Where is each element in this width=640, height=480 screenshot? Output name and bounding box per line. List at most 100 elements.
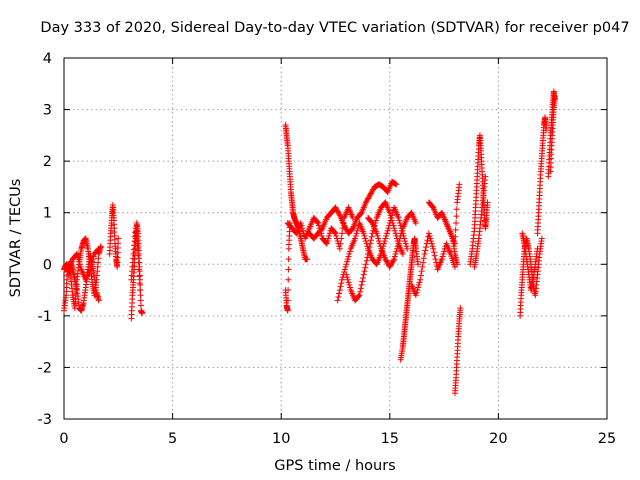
data-point: [323, 240, 330, 247]
data-point: [386, 209, 393, 216]
data-point: [366, 192, 373, 199]
data-point: [349, 226, 356, 233]
data-point: [304, 256, 311, 263]
data-point: [421, 250, 428, 257]
data-point: [365, 250, 372, 257]
data-point: [339, 230, 346, 237]
data-point: [354, 227, 361, 234]
data-point: [430, 245, 437, 252]
data-point: [373, 217, 380, 224]
data-points: [61, 88, 558, 397]
data-point: [454, 261, 461, 268]
data-point: [402, 240, 409, 247]
x-axis-label: GPS time / hours: [274, 458, 395, 474]
data-point: [381, 238, 388, 245]
data-point: [388, 217, 395, 224]
data-point: [366, 244, 373, 251]
data-point: [115, 235, 122, 242]
data-point: [394, 243, 401, 250]
x-tick-labels: 0 5 10 15 20 25: [59, 431, 616, 447]
data-point: [346, 281, 353, 288]
data-point: [388, 259, 395, 266]
data-point: [383, 257, 390, 264]
data-point: [365, 247, 372, 254]
data-point: [396, 220, 403, 227]
data-point: [403, 243, 410, 250]
data-point: [453, 213, 460, 220]
data-point: [358, 281, 365, 288]
data-point: [74, 250, 81, 257]
data-point: [338, 235, 345, 242]
data-point: [365, 194, 372, 201]
data-point: [334, 297, 341, 304]
data-point: [285, 256, 292, 263]
plot-frame: [63, 57, 608, 420]
data-point: [136, 273, 143, 280]
data-point: [336, 287, 343, 294]
data-point: [338, 280, 345, 287]
data-point: [431, 252, 438, 259]
data-point: [370, 186, 377, 193]
data-point: [390, 222, 397, 229]
data-point: [440, 250, 447, 257]
data-point: [438, 256, 445, 263]
data-point: [65, 271, 72, 278]
data-point: [284, 297, 291, 304]
data-point: [367, 237, 374, 244]
data-point: [332, 230, 339, 237]
data-point: [364, 196, 371, 203]
data-point: [423, 240, 430, 247]
data-point: [346, 248, 353, 255]
data-point: [392, 230, 399, 237]
data-point: [383, 258, 390, 265]
data-point: [352, 235, 359, 242]
data-point: [362, 264, 369, 271]
data-point: [318, 232, 325, 239]
data-point: [441, 248, 448, 255]
data-point: [352, 232, 359, 239]
data-point: [137, 287, 144, 294]
data-point: [367, 190, 374, 197]
y-tick-label: -1: [38, 309, 52, 325]
data-point: [397, 232, 404, 239]
data-point: [68, 261, 75, 268]
data-point: [336, 245, 343, 252]
data-point: [74, 253, 81, 260]
data-point: [360, 275, 367, 282]
data-point: [388, 261, 395, 268]
data-point: [68, 258, 75, 265]
data-point: [353, 230, 360, 237]
data-point: [76, 261, 83, 268]
data-point: [334, 238, 341, 245]
data-point: [375, 238, 382, 245]
data-point: [360, 230, 367, 237]
data-point: [429, 243, 436, 250]
data-point: [384, 227, 391, 234]
data-point: [345, 279, 352, 286]
data-point: [343, 271, 350, 278]
x-tick-label: 10: [272, 431, 290, 447]
data-point: [388, 214, 395, 221]
data-point: [422, 247, 429, 254]
data-point: [386, 263, 393, 270]
data-point: [362, 235, 369, 242]
data-point: [363, 198, 370, 205]
data-point: [325, 235, 332, 242]
data-point: [396, 238, 403, 245]
data-point: [365, 195, 372, 202]
data-point: [343, 261, 350, 268]
data-point: [389, 220, 396, 227]
data-point: [89, 256, 96, 263]
data-point: [87, 266, 94, 273]
data-point: [389, 258, 396, 265]
data-point: [90, 253, 97, 260]
data-point: [355, 293, 362, 300]
data-point: [416, 279, 423, 286]
data-point: [137, 297, 144, 304]
data-point: [337, 283, 344, 290]
data-point: [415, 281, 422, 288]
data-point: [439, 253, 446, 260]
data-point: [318, 226, 325, 233]
data-point: [89, 258, 96, 265]
